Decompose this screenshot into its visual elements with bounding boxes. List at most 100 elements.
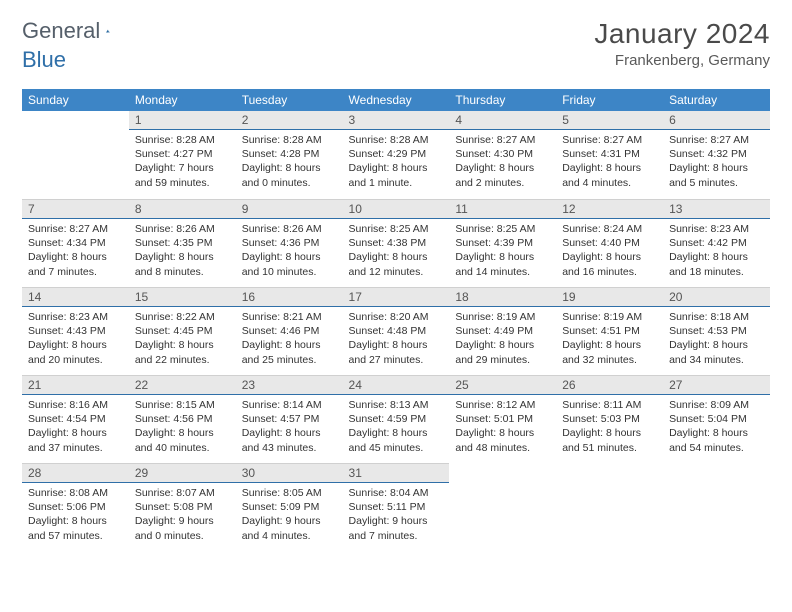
day-number: 13 bbox=[663, 199, 770, 219]
day-number: 10 bbox=[343, 199, 450, 219]
day-number: 28 bbox=[22, 463, 129, 483]
sunset-text: Sunset: 5:04 PM bbox=[669, 412, 764, 426]
brand-logo: General bbox=[22, 18, 130, 44]
daylight-text: Daylight: 9 hours and 7 minutes. bbox=[349, 514, 444, 542]
calendar-day-cell: 22Sunrise: 8:15 AMSunset: 4:56 PMDayligh… bbox=[129, 375, 236, 463]
day-details: Sunrise: 8:28 AMSunset: 4:28 PMDaylight:… bbox=[236, 130, 343, 194]
brand-part1: General bbox=[22, 18, 100, 44]
day-details: Sunrise: 8:16 AMSunset: 4:54 PMDaylight:… bbox=[22, 395, 129, 459]
day-details: Sunrise: 8:05 AMSunset: 5:09 PMDaylight:… bbox=[236, 483, 343, 547]
daylight-text: Daylight: 7 hours and 59 minutes. bbox=[135, 161, 230, 189]
daylight-text: Daylight: 8 hours and 40 minutes. bbox=[135, 426, 230, 454]
day-number: 1 bbox=[129, 111, 236, 130]
sunrise-text: Sunrise: 8:27 AM bbox=[669, 133, 764, 147]
day-number: 20 bbox=[663, 287, 770, 307]
calendar-day-cell: 15Sunrise: 8:22 AMSunset: 4:45 PMDayligh… bbox=[129, 287, 236, 375]
location-subtitle: Frankenberg, Germany bbox=[594, 52, 770, 69]
day-details: Sunrise: 8:24 AMSunset: 4:40 PMDaylight:… bbox=[556, 219, 663, 283]
calendar-day-cell: 7Sunrise: 8:27 AMSunset: 4:34 PMDaylight… bbox=[22, 199, 129, 287]
day-details: Sunrise: 8:26 AMSunset: 4:36 PMDaylight:… bbox=[236, 219, 343, 283]
sunset-text: Sunset: 4:34 PM bbox=[28, 236, 123, 250]
calendar-day-cell: 25Sunrise: 8:12 AMSunset: 5:01 PMDayligh… bbox=[449, 375, 556, 463]
sunrise-text: Sunrise: 8:05 AM bbox=[242, 486, 337, 500]
calendar-week-row: 1Sunrise: 8:28 AMSunset: 4:27 PMDaylight… bbox=[22, 111, 770, 199]
sunset-text: Sunset: 4:56 PM bbox=[135, 412, 230, 426]
calendar-day-cell: 18Sunrise: 8:19 AMSunset: 4:49 PMDayligh… bbox=[449, 287, 556, 375]
sunset-text: Sunset: 4:28 PM bbox=[242, 147, 337, 161]
sunrise-text: Sunrise: 8:27 AM bbox=[562, 133, 657, 147]
calendar-day-cell: 27Sunrise: 8:09 AMSunset: 5:04 PMDayligh… bbox=[663, 375, 770, 463]
day-details: Sunrise: 8:19 AMSunset: 4:49 PMDaylight:… bbox=[449, 307, 556, 371]
weekday-header: Sunday bbox=[22, 89, 129, 111]
day-number: 29 bbox=[129, 463, 236, 483]
day-details: Sunrise: 8:15 AMSunset: 4:56 PMDaylight:… bbox=[129, 395, 236, 459]
day-number: 24 bbox=[343, 375, 450, 395]
day-details: Sunrise: 8:28 AMSunset: 4:29 PMDaylight:… bbox=[343, 130, 450, 194]
day-details: Sunrise: 8:13 AMSunset: 4:59 PMDaylight:… bbox=[343, 395, 450, 459]
day-number: 16 bbox=[236, 287, 343, 307]
calendar-week-row: 21Sunrise: 8:16 AMSunset: 4:54 PMDayligh… bbox=[22, 375, 770, 463]
calendar-day-cell: 9Sunrise: 8:26 AMSunset: 4:36 PMDaylight… bbox=[236, 199, 343, 287]
day-number: 23 bbox=[236, 375, 343, 395]
day-number: 31 bbox=[343, 463, 450, 483]
sunrise-text: Sunrise: 8:12 AM bbox=[455, 398, 550, 412]
day-details: Sunrise: 8:19 AMSunset: 4:51 PMDaylight:… bbox=[556, 307, 663, 371]
daylight-text: Daylight: 8 hours and 57 minutes. bbox=[28, 514, 123, 542]
sunset-text: Sunset: 5:06 PM bbox=[28, 500, 123, 514]
sunset-text: Sunset: 5:08 PM bbox=[135, 500, 230, 514]
weekday-header: Saturday bbox=[663, 89, 770, 111]
sunrise-text: Sunrise: 8:15 AM bbox=[135, 398, 230, 412]
day-number: 21 bbox=[22, 375, 129, 395]
sunrise-text: Sunrise: 8:09 AM bbox=[669, 398, 764, 412]
sunrise-text: Sunrise: 8:22 AM bbox=[135, 310, 230, 324]
daylight-text: Daylight: 8 hours and 2 minutes. bbox=[455, 161, 550, 189]
day-details: Sunrise: 8:27 AMSunset: 4:32 PMDaylight:… bbox=[663, 130, 770, 194]
calendar-week-row: 14Sunrise: 8:23 AMSunset: 4:43 PMDayligh… bbox=[22, 287, 770, 375]
sunset-text: Sunset: 5:03 PM bbox=[562, 412, 657, 426]
sunrise-text: Sunrise: 8:04 AM bbox=[349, 486, 444, 500]
day-details: Sunrise: 8:09 AMSunset: 5:04 PMDaylight:… bbox=[663, 395, 770, 459]
day-number: 8 bbox=[129, 199, 236, 219]
daylight-text: Daylight: 8 hours and 45 minutes. bbox=[349, 426, 444, 454]
sunset-text: Sunset: 4:59 PM bbox=[349, 412, 444, 426]
sunset-text: Sunset: 4:45 PM bbox=[135, 324, 230, 338]
sunset-text: Sunset: 4:49 PM bbox=[455, 324, 550, 338]
daylight-text: Daylight: 9 hours and 4 minutes. bbox=[242, 514, 337, 542]
day-details: Sunrise: 8:04 AMSunset: 5:11 PMDaylight:… bbox=[343, 483, 450, 547]
sunrise-text: Sunrise: 8:18 AM bbox=[669, 310, 764, 324]
day-number: 7 bbox=[22, 199, 129, 219]
day-number: 27 bbox=[663, 375, 770, 395]
sunset-text: Sunset: 4:46 PM bbox=[242, 324, 337, 338]
sunrise-text: Sunrise: 8:26 AM bbox=[242, 222, 337, 236]
weekday-header: Monday bbox=[129, 89, 236, 111]
weekday-header: Wednesday bbox=[343, 89, 450, 111]
day-number: 30 bbox=[236, 463, 343, 483]
sunset-text: Sunset: 4:43 PM bbox=[28, 324, 123, 338]
daylight-text: Daylight: 9 hours and 0 minutes. bbox=[135, 514, 230, 542]
sunset-text: Sunset: 4:38 PM bbox=[349, 236, 444, 250]
calendar-day-cell: 2Sunrise: 8:28 AMSunset: 4:28 PMDaylight… bbox=[236, 111, 343, 199]
day-number: 4 bbox=[449, 111, 556, 130]
brand-part2: Blue bbox=[22, 47, 66, 73]
calendar-day-cell: 11Sunrise: 8:25 AMSunset: 4:39 PMDayligh… bbox=[449, 199, 556, 287]
sunrise-text: Sunrise: 8:13 AM bbox=[349, 398, 444, 412]
sunset-text: Sunset: 5:11 PM bbox=[349, 500, 444, 514]
day-number: 25 bbox=[449, 375, 556, 395]
calendar-table: Sunday Monday Tuesday Wednesday Thursday… bbox=[22, 89, 770, 551]
calendar-day-cell: 6Sunrise: 8:27 AMSunset: 4:32 PMDaylight… bbox=[663, 111, 770, 199]
day-details: Sunrise: 8:28 AMSunset: 4:27 PMDaylight:… bbox=[129, 130, 236, 194]
calendar-day-cell: 30Sunrise: 8:05 AMSunset: 5:09 PMDayligh… bbox=[236, 463, 343, 551]
sunset-text: Sunset: 5:09 PM bbox=[242, 500, 337, 514]
weekday-header: Tuesday bbox=[236, 89, 343, 111]
daylight-text: Daylight: 8 hours and 48 minutes. bbox=[455, 426, 550, 454]
calendar-day-cell: 20Sunrise: 8:18 AMSunset: 4:53 PMDayligh… bbox=[663, 287, 770, 375]
day-details: Sunrise: 8:27 AMSunset: 4:34 PMDaylight:… bbox=[22, 219, 129, 283]
daylight-text: Daylight: 8 hours and 7 minutes. bbox=[28, 250, 123, 278]
calendar-day-cell: 21Sunrise: 8:16 AMSunset: 4:54 PMDayligh… bbox=[22, 375, 129, 463]
daylight-text: Daylight: 8 hours and 1 minute. bbox=[349, 161, 444, 189]
calendar-day-cell: 1Sunrise: 8:28 AMSunset: 4:27 PMDaylight… bbox=[129, 111, 236, 199]
day-details: Sunrise: 8:27 AMSunset: 4:30 PMDaylight:… bbox=[449, 130, 556, 194]
calendar-day-cell: 29Sunrise: 8:07 AMSunset: 5:08 PMDayligh… bbox=[129, 463, 236, 551]
calendar-day-cell: 3Sunrise: 8:28 AMSunset: 4:29 PMDaylight… bbox=[343, 111, 450, 199]
weekday-header: Thursday bbox=[449, 89, 556, 111]
